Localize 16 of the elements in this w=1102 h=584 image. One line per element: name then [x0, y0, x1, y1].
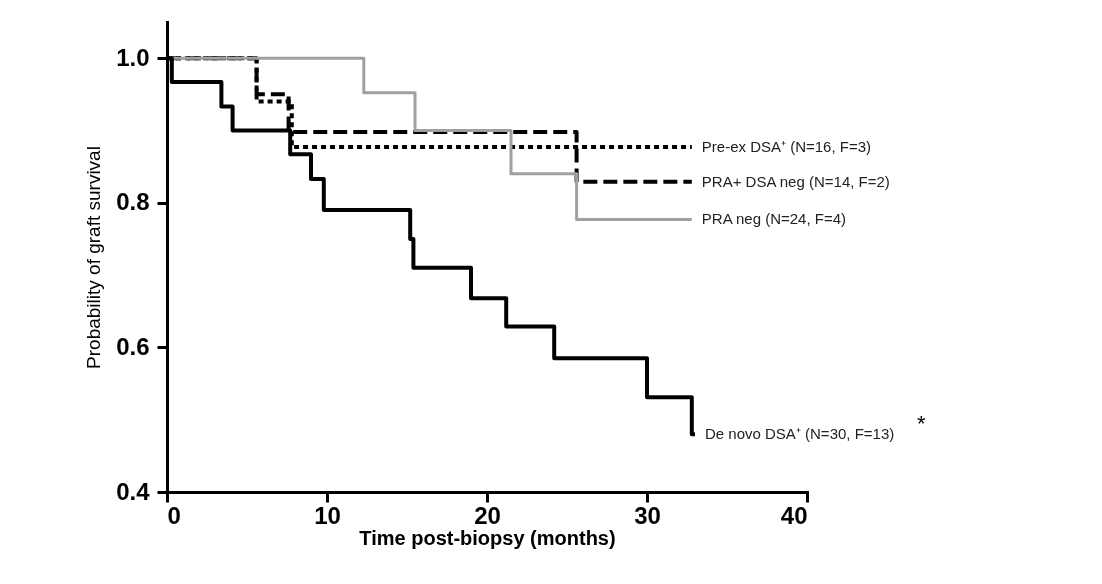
series-label: PRA+ DSA neg (N=14, F=2) — [701, 172, 890, 190]
series-label: Pre-ex DSA⁺ (N=16, F=3) — [701, 138, 872, 156]
y-tick-label: 0.4 — [116, 477, 151, 505]
y-axis-title: Probability of graft survival — [83, 146, 105, 369]
y-tick-label: 1.0 — [116, 43, 150, 71]
x-tick-label: 20 — [474, 501, 501, 529]
y-tick-label: 0.6 — [116, 332, 150, 360]
x-tick-label: 10 — [314, 501, 341, 529]
x-tick-label: 0 — [167, 501, 181, 529]
text: * — [917, 411, 926, 437]
x-axis-title: Time post-biopsy (months) — [359, 526, 616, 549]
y-tick-label: 0.8 — [116, 188, 150, 216]
series-label: PRA neg (N=24, F=4) — [701, 210, 847, 228]
x-tick-label: 30 — [634, 501, 661, 529]
x-tick-label: 40 — [780, 501, 808, 529]
series-label: De novo DSA⁺ (N=30, F=13) — [705, 425, 895, 443]
